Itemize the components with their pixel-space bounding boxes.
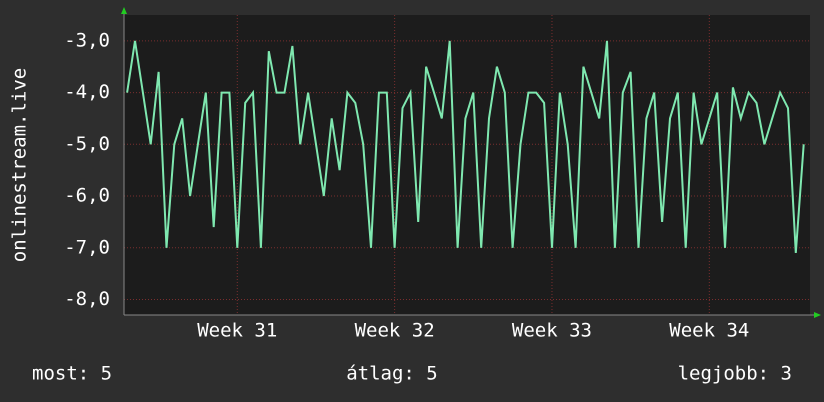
- stat-average: átlag: 5: [346, 363, 438, 385]
- x-tick-label: Week 32: [355, 320, 435, 342]
- line: [126, 40, 805, 253]
- plot-area: [124, 15, 810, 315]
- y-axis-label: onlinestream.live: [9, 68, 31, 262]
- y-arrow: [121, 7, 127, 14]
- x-tick-label: Week 31: [197, 320, 277, 342]
- x-tick-label: Week 34: [669, 320, 749, 342]
- y-tick-label: -7,0: [64, 236, 110, 258]
- x-arrow: [814, 312, 821, 318]
- y-tick-label: -8,0: [64, 288, 110, 310]
- y-tick-label: -3,0: [64, 29, 110, 51]
- stat-current: most: 5: [32, 363, 112, 385]
- stat-best: legjobb: 3: [678, 363, 792, 385]
- x-tick-label: Week 33: [512, 320, 592, 342]
- y-tick-label: -4,0: [64, 81, 110, 103]
- y-tick-label: -6,0: [64, 185, 110, 207]
- y-tick-label: -5,0: [64, 133, 110, 155]
